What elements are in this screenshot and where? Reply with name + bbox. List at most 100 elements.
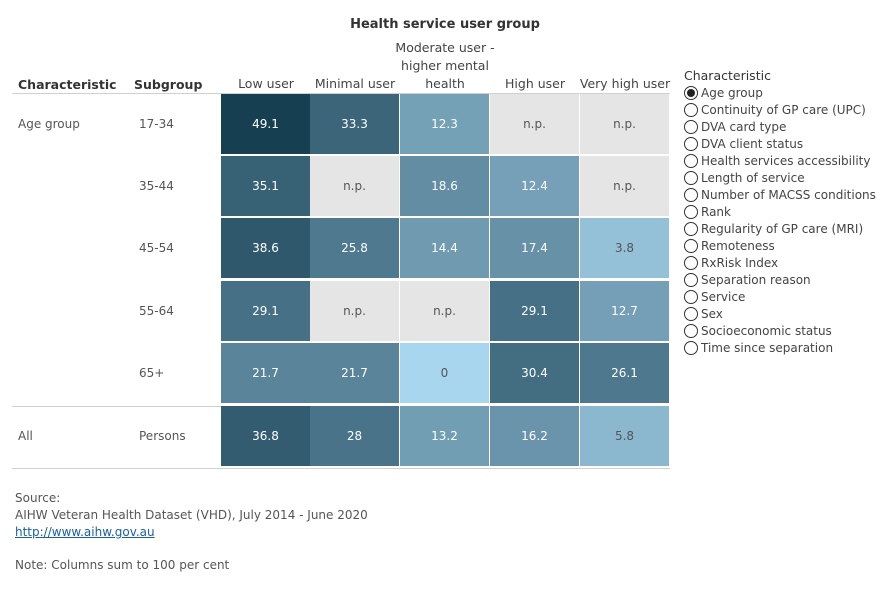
legend-option[interactable]: Time since separation <box>684 339 884 356</box>
legend-option-label: Health services accessibility <box>701 153 871 168</box>
radio-button-icon[interactable] <box>684 340 698 355</box>
cell-value: n.p. <box>343 179 366 193</box>
characteristic-filter: Characteristic Age group Continuity of GP… <box>684 67 884 356</box>
cell-value: 14.4 <box>431 241 458 255</box>
legend-option-label: Socioeconomic status <box>701 323 832 338</box>
source-text: AIHW Veteran Health Dataset (VHD), July … <box>15 508 368 522</box>
legend-option[interactable]: DVA client status <box>684 135 884 152</box>
heatmap-cell: 12.3 <box>400 94 490 156</box>
characteristic-label: All <box>18 429 33 443</box>
column-header: Moderate user - higher mental health <box>395 40 495 91</box>
heatmap-cell: 16.2 <box>490 406 580 468</box>
legend-option[interactable]: Health services accessibility <box>684 152 884 169</box>
heatmap-cell: 12.4 <box>490 156 580 218</box>
heatmap-cell: n.p. <box>490 94 580 156</box>
radio-button-icon[interactable] <box>684 170 698 185</box>
radio-button-icon[interactable] <box>684 323 698 338</box>
legend-option[interactable]: Rank <box>684 203 884 220</box>
legend-option-label: Service <box>701 289 746 304</box>
cell-value: 21.7 <box>252 366 279 380</box>
legend-option[interactable]: Separation reason <box>684 271 884 288</box>
cell-value: 36.8 <box>252 429 279 443</box>
heatmap-cell: 18.6 <box>400 156 490 218</box>
cell-value: 21.7 <box>341 366 368 380</box>
heatmap-cell: 30.4 <box>490 343 580 405</box>
legend-option[interactable]: Remoteness <box>684 237 884 254</box>
subgroup-label: 65+ <box>139 366 165 380</box>
cell-value: 12.7 <box>611 304 638 318</box>
cell-value: 13.2 <box>431 429 458 443</box>
legend-option-label: Separation reason <box>701 272 811 287</box>
subgroup-column-header: Subgroup <box>134 77 203 92</box>
legend-option[interactable]: Number of MACSS conditions <box>684 186 884 203</box>
source-link[interactable]: http://www.aihw.gov.au <box>15 525 155 539</box>
cell-value: 28 <box>346 429 363 443</box>
cell-value: 12.3 <box>431 117 458 131</box>
legend-option-label: Remoteness <box>701 238 775 253</box>
radio-button-icon[interactable] <box>684 272 698 287</box>
legend-option[interactable]: Length of service <box>684 169 884 186</box>
legend-items: Age group Continuity of GP care (UPC) DVA … <box>684 84 884 356</box>
row-divider <box>12 468 670 469</box>
legend-option[interactable]: Socioeconomic status <box>684 322 884 339</box>
heatmap-cell: 38.6 <box>221 218 311 280</box>
heatmap-cell: 3.8 <box>580 218 670 280</box>
radio-button-icon[interactable] <box>684 306 698 321</box>
column-header: Low user <box>238 76 294 91</box>
radio-button-icon[interactable] <box>684 255 698 270</box>
column-header: Very high user <box>579 76 671 91</box>
legend-option-label: DVA card type <box>701 119 787 134</box>
legend-option-label: Length of service <box>701 170 805 185</box>
cell-value: 49.1 <box>252 117 279 131</box>
legend-option[interactable]: Regularity of GP care (MRI) <box>684 220 884 237</box>
legend-option[interactable]: Continuity of GP care (UPC) <box>684 101 884 118</box>
cell-value: 25.8 <box>341 241 368 255</box>
radio-button-icon[interactable] <box>684 119 698 134</box>
cell-value: n.p. <box>613 117 636 131</box>
heatmap-cell: 36.8 <box>221 406 311 468</box>
characteristic-column-header: Characteristic <box>18 77 117 92</box>
heatmap-cell: 29.1 <box>490 281 580 343</box>
legend-option-label: Time since separation <box>701 340 834 355</box>
legend-option-label: RxRisk Index <box>701 255 779 270</box>
heatmap-cell: 12.7 <box>580 281 670 343</box>
legend-option-label: Sex <box>701 306 723 321</box>
radio-button-icon[interactable] <box>684 153 698 168</box>
source-label: Source: <box>15 491 61 505</box>
column-header: Minimal user <box>314 76 396 91</box>
radio-button-icon[interactable] <box>684 238 698 253</box>
radio-button-icon[interactable] <box>684 187 698 202</box>
source-link-wrap: http://www.aihw.gov.au <box>15 525 155 539</box>
radio-button-icon[interactable] <box>684 136 698 151</box>
cell-value: 38.6 <box>252 241 279 255</box>
radio-button-icon[interactable] <box>684 102 698 117</box>
heatmap-cell: 35.1 <box>221 156 311 218</box>
cell-value: 16.2 <box>521 429 548 443</box>
cell-value: n.p. <box>523 117 546 131</box>
heatmap-cell: n.p. <box>400 281 490 343</box>
radio-button-icon[interactable] <box>684 289 698 304</box>
legend-option[interactable]: DVA card type <box>684 118 884 135</box>
cell-value: 0 <box>440 366 449 380</box>
legend-title: Characteristic <box>684 68 771 83</box>
cell-value: 12.4 <box>521 179 548 193</box>
heatmap-cell: n.p. <box>580 156 670 218</box>
radio-button-icon[interactable] <box>684 85 698 100</box>
legend-option[interactable]: Sex <box>684 305 884 322</box>
legend-option[interactable]: Age group <box>684 84 884 101</box>
characteristic-label: Age group <box>18 117 80 131</box>
radio-button-icon[interactable] <box>684 204 698 219</box>
subgroup-label: 55-64 <box>139 304 174 318</box>
legend-option[interactable]: RxRisk Index <box>684 254 884 271</box>
column-header: High user <box>505 76 565 91</box>
heatmap-cell: 28 <box>310 406 400 468</box>
cell-value: 26.1 <box>611 366 638 380</box>
legend-option[interactable]: Service <box>684 288 884 305</box>
legend-option-label: Age group <box>701 85 763 100</box>
radio-button-icon[interactable] <box>684 221 698 236</box>
legend-option-label: Regularity of GP care (MRI) <box>701 221 864 236</box>
cell-value: 18.6 <box>431 179 458 193</box>
legend-option-label: DVA client status <box>701 136 804 151</box>
heatmap-cell: 5.8 <box>580 406 670 468</box>
heatmap-cell: 14.4 <box>400 218 490 280</box>
